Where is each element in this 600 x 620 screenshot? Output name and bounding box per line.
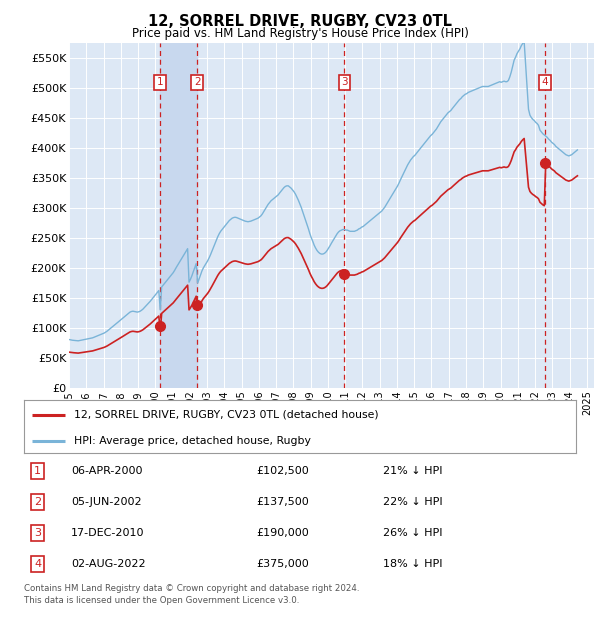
Text: 12, SORREL DRIVE, RUGBY, CV23 0TL (detached house): 12, SORREL DRIVE, RUGBY, CV23 0TL (detac… — [74, 410, 379, 420]
Text: 2: 2 — [194, 78, 200, 87]
Text: 1: 1 — [157, 78, 163, 87]
Text: 3: 3 — [341, 78, 348, 87]
Text: 02-AUG-2022: 02-AUG-2022 — [71, 559, 146, 569]
Text: 4: 4 — [34, 559, 41, 569]
Text: 21% ↓ HPI: 21% ↓ HPI — [383, 466, 442, 476]
Text: 18% ↓ HPI: 18% ↓ HPI — [383, 559, 442, 569]
Text: 06-APR-2000: 06-APR-2000 — [71, 466, 142, 476]
Text: £375,000: £375,000 — [256, 559, 308, 569]
Text: Contains HM Land Registry data © Crown copyright and database right 2024.: Contains HM Land Registry data © Crown c… — [24, 584, 359, 593]
Text: 2: 2 — [34, 497, 41, 507]
Text: 05-JUN-2002: 05-JUN-2002 — [71, 497, 142, 507]
Text: 17-DEC-2010: 17-DEC-2010 — [71, 528, 145, 538]
Text: 4: 4 — [542, 78, 548, 87]
Text: 1: 1 — [34, 466, 41, 476]
Text: 22% ↓ HPI: 22% ↓ HPI — [383, 497, 442, 507]
Text: 12, SORREL DRIVE, RUGBY, CV23 0TL: 12, SORREL DRIVE, RUGBY, CV23 0TL — [148, 14, 452, 29]
Text: Price paid vs. HM Land Registry's House Price Index (HPI): Price paid vs. HM Land Registry's House … — [131, 27, 469, 40]
Text: £102,500: £102,500 — [256, 466, 308, 476]
Text: 3: 3 — [34, 528, 41, 538]
Text: This data is licensed under the Open Government Licence v3.0.: This data is licensed under the Open Gov… — [24, 596, 299, 606]
Text: £190,000: £190,000 — [256, 528, 308, 538]
Bar — [160, 43, 197, 388]
Text: 26% ↓ HPI: 26% ↓ HPI — [383, 528, 442, 538]
Text: £137,500: £137,500 — [256, 497, 308, 507]
Text: HPI: Average price, detached house, Rugby: HPI: Average price, detached house, Rugb… — [74, 436, 311, 446]
